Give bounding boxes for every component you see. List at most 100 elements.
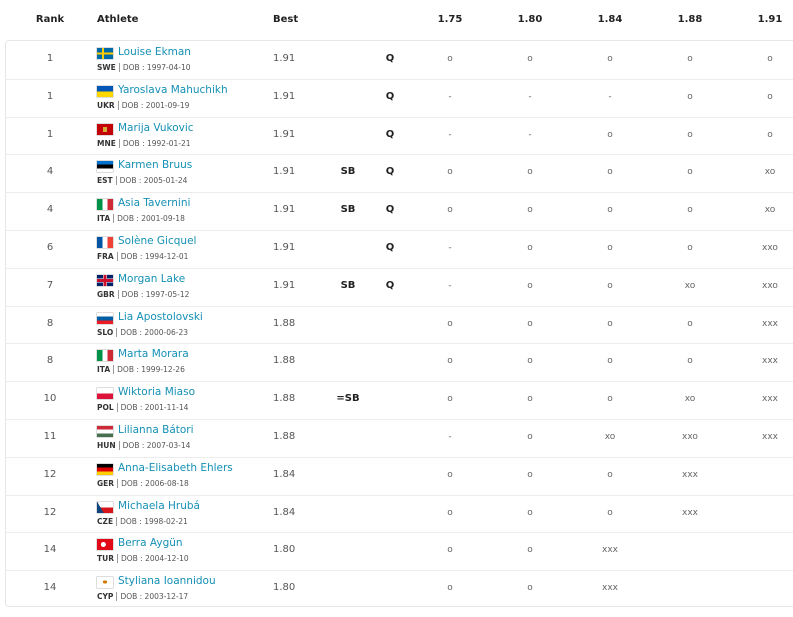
athlete-details: ITA DOB : 1999-12-26 xyxy=(97,365,185,375)
date-of-birth: DOB : 2003-12-17 xyxy=(120,592,189,602)
best-mark: 1.84 xyxy=(273,468,296,480)
athlete-name[interactable]: Styliana Ioannidou xyxy=(118,575,216,588)
attempt: o xyxy=(527,242,533,253)
country-flag xyxy=(97,539,113,551)
date-of-birth: DOB : 2005-01-24 xyxy=(119,176,188,186)
attempt: o xyxy=(527,318,533,329)
attempt: o xyxy=(527,167,533,178)
row-divider xyxy=(5,154,793,156)
attempt: xxo xyxy=(762,242,778,253)
athlete-name[interactable]: Wiktoria Miaso xyxy=(118,386,196,399)
country-flag xyxy=(97,350,113,362)
country-flag xyxy=(97,123,113,135)
athlete-name[interactable]: Lilianna Bátori xyxy=(118,424,194,436)
country-code: CYP xyxy=(97,592,118,602)
column-header: 1.80 xyxy=(517,14,543,25)
qualified: Q xyxy=(385,52,395,64)
athlete-name[interactable]: Yaroslava Mahuchikh xyxy=(118,83,228,96)
record-note: SB xyxy=(340,279,356,291)
attempt: - xyxy=(528,129,532,140)
country-code: FRA xyxy=(97,252,118,261)
column-header: Best xyxy=(273,14,299,25)
country-code: EST xyxy=(97,176,117,186)
date-of-birth: DOB : 1998-02-21 xyxy=(120,516,188,526)
attempt: o xyxy=(607,167,613,178)
column-header: 1.84 xyxy=(597,14,623,25)
attempt: - xyxy=(448,242,452,253)
attempt: xo xyxy=(684,280,696,291)
athlete-name[interactable]: Berra Aygün xyxy=(118,537,183,550)
attempt: o xyxy=(447,583,453,594)
row-divider xyxy=(5,116,793,118)
attempt: o xyxy=(687,167,693,178)
attempt: xxx xyxy=(762,356,778,367)
qualified: Q xyxy=(385,90,395,102)
column-header: 1.88 xyxy=(677,14,703,25)
row-divider xyxy=(5,305,793,307)
attempt: o xyxy=(447,507,453,518)
attempt: xo xyxy=(764,205,776,216)
record-note: SB xyxy=(340,166,356,178)
best-mark: 1.91 xyxy=(273,241,296,253)
country-code: SLO xyxy=(97,327,118,337)
row-divider xyxy=(5,78,793,80)
attempt: o xyxy=(607,280,613,291)
attempt: o xyxy=(607,507,613,518)
athlete-name[interactable]: Anna-Elisabeth Ehlers xyxy=(118,461,233,474)
rank: 1 xyxy=(46,52,54,64)
attempt: o xyxy=(527,583,533,594)
rank: 1 xyxy=(46,90,54,102)
athlete-name[interactable]: Marija Vukovic xyxy=(118,121,194,134)
country-code: UKR xyxy=(97,100,119,110)
attempt: - xyxy=(448,431,452,442)
best-mark: 1.80 xyxy=(273,582,296,594)
best-mark: 1.88 xyxy=(273,430,296,442)
row-divider xyxy=(5,230,793,231)
column-header: Athlete xyxy=(97,14,139,25)
country-code: GER xyxy=(97,478,119,488)
attempt: o xyxy=(767,129,773,140)
best-mark: 1.91 xyxy=(273,128,296,140)
attempt: o xyxy=(607,242,613,253)
rank: 12 xyxy=(43,468,57,480)
country-flag xyxy=(97,48,113,59)
athlete-name[interactable]: Karmen Bruus xyxy=(118,159,193,172)
country-flag xyxy=(97,577,113,589)
athlete-details: EST DOB : 2005-01-24 xyxy=(97,176,188,186)
date-of-birth: DOB : 2004-12-10 xyxy=(120,554,189,564)
attempt: o xyxy=(607,53,613,64)
athlete-name[interactable]: Michaela Hrubá xyxy=(118,499,200,512)
attempt: o xyxy=(607,129,613,140)
row-divider xyxy=(5,343,793,345)
rank: 8 xyxy=(46,317,54,329)
country-flag xyxy=(97,274,113,286)
record-note: SB xyxy=(340,204,356,216)
athlete-name[interactable]: Louise Ekman xyxy=(118,46,191,58)
athlete-details: GER DOB : 2006-08-18 xyxy=(97,478,189,488)
athlete-details: FRA DOB : 1994-12-01 xyxy=(97,252,188,261)
athlete-name[interactable]: Morgan Lake xyxy=(118,272,186,285)
attempt: o xyxy=(527,53,533,64)
country-code: POL xyxy=(97,403,118,413)
athlete-details: CZE DOB : 1998-02-21 xyxy=(97,516,188,526)
athlete-name[interactable]: Marta Morara xyxy=(118,348,189,361)
athlete-name[interactable]: Lia Apostolovski xyxy=(118,310,203,323)
athlete-name[interactable]: Solène Gicquel xyxy=(118,235,197,247)
best-mark: 1.91 xyxy=(273,166,296,178)
best-mark: 1.91 xyxy=(273,279,296,291)
attempt: o xyxy=(527,469,533,480)
date-of-birth: DOB : 1992-01-21 xyxy=(122,138,191,148)
attempt: o xyxy=(687,242,693,253)
attempt: o xyxy=(447,356,453,367)
athlete-name[interactable]: Asia Tavernini xyxy=(118,197,191,210)
rank: 8 xyxy=(46,355,54,367)
row-divider xyxy=(5,192,793,194)
attempt: o xyxy=(687,129,693,140)
qualified: Q xyxy=(385,128,395,140)
athlete-details: SWE DOB : 1997-04-10 xyxy=(97,63,191,72)
rank: 4 xyxy=(46,204,54,216)
rank: 1 xyxy=(46,128,54,140)
attempt: xxx xyxy=(762,394,778,405)
country-code: ITA xyxy=(97,365,115,375)
row-divider xyxy=(5,456,793,458)
